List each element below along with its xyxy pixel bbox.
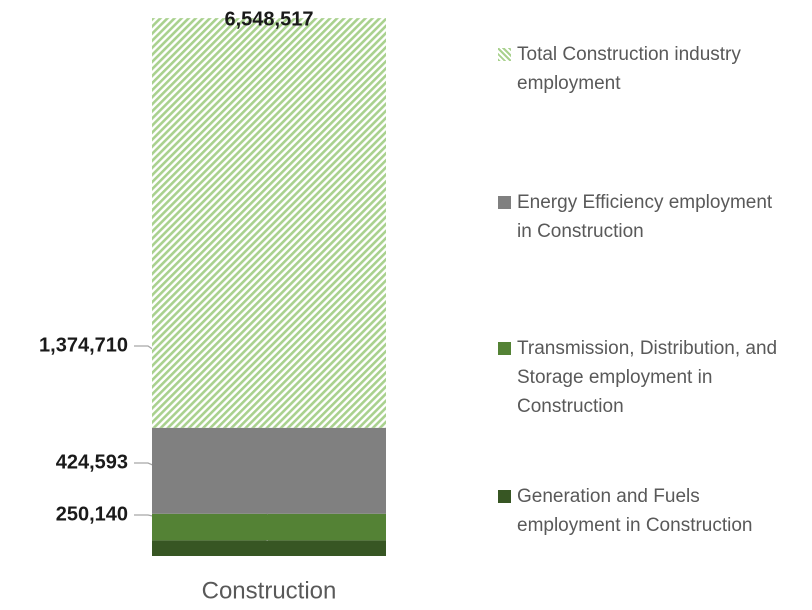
legend-label: Total Construction industry employment — [517, 44, 741, 94]
x-tick-label: Construction — [202, 577, 337, 604]
bar-segment — [152, 513, 386, 541]
legend-label: Transmission, Distribution, and Storage … — [517, 338, 778, 417]
legend-swatch — [498, 490, 511, 503]
legend-item: Transmission, Distribution, and Storage … — [498, 334, 810, 421]
legend-swatch — [498, 342, 511, 355]
bar-segment — [152, 540, 386, 556]
legend-swatch — [498, 196, 511, 209]
legend-label: Generation and Fuels employment in Const… — [517, 486, 753, 536]
legend-label: Energy Efficiency employment in Construc… — [517, 192, 773, 242]
legend-item: Total Construction industry employment — [498, 40, 810, 98]
legend-item: Generation and Fuels employment in Const… — [498, 482, 810, 540]
bar-segment — [152, 18, 386, 428]
legend-swatch — [498, 48, 511, 61]
legend-item: Energy Efficiency employment in Construc… — [498, 188, 810, 246]
value-label: 424,593 — [56, 451, 128, 473]
bar-segment — [152, 427, 386, 514]
value-label: 250,140 — [56, 503, 128, 525]
value-label: 1,374,710 — [39, 334, 128, 356]
value-label: 6,548,517 — [225, 8, 314, 30]
